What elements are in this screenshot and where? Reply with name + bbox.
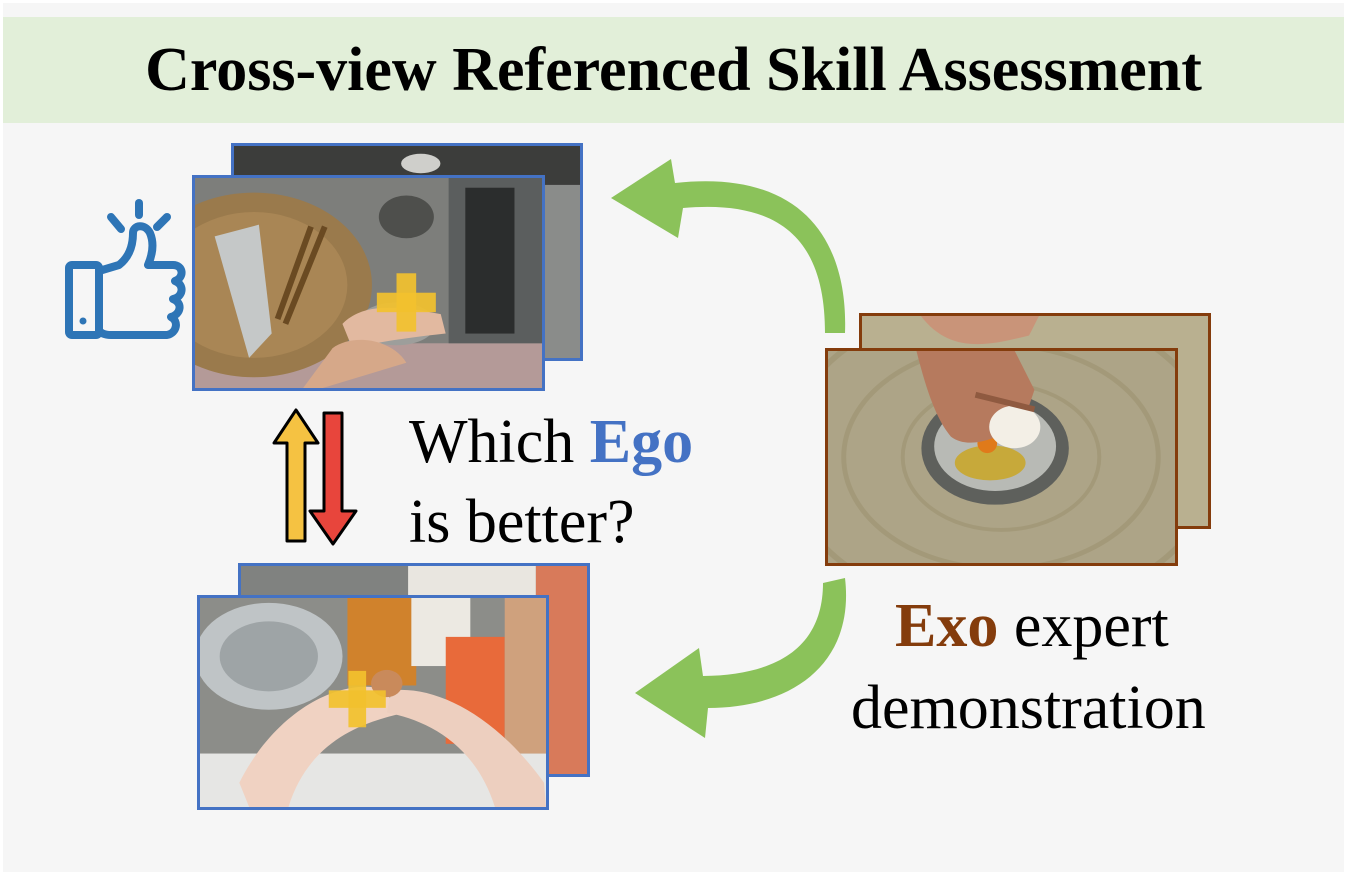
overlay-shapes [65,159,847,738]
question-line-1: Which Ego [409,411,693,473]
title-banner: Cross-view Referenced Skill Assessment [3,17,1344,123]
figure-title: Cross-view Referenced Skill Assessment [145,35,1202,104]
thumbs-up-icon [65,199,186,339]
arrow-down-icon [308,411,358,546]
arrow-up-icon [272,408,320,543]
curved-arrow-bottom [635,578,847,738]
ego-label: Ego [589,408,694,476]
ego-video-top [192,175,545,391]
question-line-2: is better? [409,488,635,556]
exo-caption-line-1: Exo expert [895,595,1169,657]
exo-caption-suffix: expert [998,592,1169,660]
exo-caption-line-2: demonstration [851,674,1206,742]
thumbs-up-dot [79,317,87,325]
swap-arrows-icon [272,408,358,546]
ego-video-bottom [197,595,549,810]
curved-arrow-top [611,159,846,333]
exo-label: Exo [895,592,999,660]
exo-video [825,348,1178,566]
question-prefix: Which [409,408,590,476]
figure-canvas: Cross-view Referenced Skill Assessment [3,3,1344,872]
